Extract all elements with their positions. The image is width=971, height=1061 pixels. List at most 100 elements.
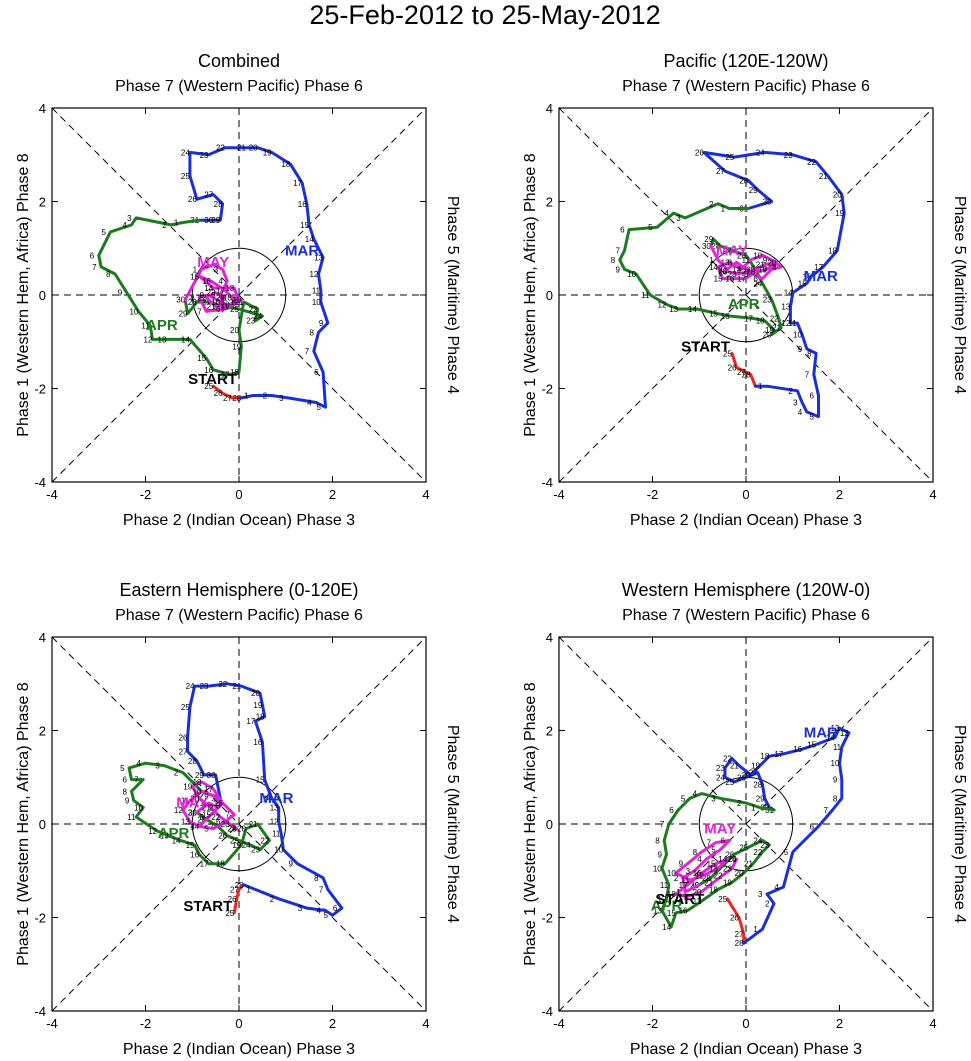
- month-label-may: MAY: [197, 254, 229, 271]
- day-label: 11: [641, 291, 650, 300]
- day-label: 29: [749, 186, 758, 195]
- panel-title: Eastern Hemisphere (0-120E): [119, 580, 358, 600]
- trajectory-may: [183, 263, 243, 313]
- y-tick-label: 4: [39, 630, 46, 645]
- day-label: 27: [230, 885, 239, 894]
- day-label: 28: [188, 757, 197, 766]
- day-label: 11: [272, 829, 281, 838]
- day-label: 2: [718, 265, 723, 274]
- day-label: 17: [200, 860, 209, 869]
- day-label: 2: [765, 899, 770, 908]
- month-label-mar: MAR: [804, 268, 838, 285]
- day-label: 4: [307, 399, 312, 408]
- day-label: 18: [756, 317, 765, 326]
- right-phase-label: Phase 5 (Maritime) Phase 4: [951, 196, 968, 394]
- day-label: 3: [214, 265, 219, 274]
- day-label: 20: [230, 326, 239, 335]
- trajectory-mar: [188, 146, 330, 409]
- day-label: 20: [767, 258, 776, 267]
- day-label: 23: [251, 846, 260, 855]
- day-label: 30: [204, 216, 213, 225]
- day-label: 16: [253, 738, 262, 747]
- month-label-may: MAY: [176, 795, 208, 812]
- panel-title: Combined: [198, 51, 280, 71]
- y-tick-label: -2: [541, 382, 553, 397]
- day-label: 4: [693, 790, 698, 799]
- trajectory-apr: [97, 216, 264, 376]
- day-label: 16: [190, 850, 199, 859]
- trajectory-feb: [725, 897, 746, 945]
- day-label: 3: [711, 794, 716, 803]
- day-label: 25: [216, 293, 225, 302]
- day-label: 20: [742, 771, 751, 780]
- y-tick-label: 4: [546, 630, 553, 645]
- day-label: 3: [676, 214, 681, 223]
- day-label: 25: [739, 843, 748, 852]
- day-label: 27: [723, 247, 732, 256]
- trajectory-mar: [186, 682, 344, 917]
- day-label: 8: [772, 263, 777, 272]
- day-label: 7: [805, 370, 810, 379]
- day-label: 13: [669, 305, 678, 314]
- day-label: 13: [721, 258, 730, 267]
- day-label: 24: [228, 825, 237, 834]
- y-tick-label: 2: [39, 724, 46, 739]
- day-label: 7: [763, 265, 768, 274]
- day-label: 23: [716, 764, 725, 773]
- day-label: 25: [204, 382, 213, 391]
- left-phase-label: Phase 1 (Western Hem, Africa) Phase 8: [15, 682, 32, 965]
- day-label: 6: [90, 251, 95, 260]
- day-label: 9: [200, 291, 205, 300]
- day-label: 13: [158, 335, 167, 344]
- day-label: 29: [704, 235, 713, 244]
- trajectory-feb: [211, 384, 243, 400]
- month-label-apr: APR: [146, 317, 178, 334]
- day-label: 28: [735, 939, 744, 948]
- day-label: 21: [207, 303, 216, 312]
- day-label: 5: [316, 403, 321, 412]
- bottom-phase-label: Phase 2 (Indian Ocean) Phase 3: [630, 512, 862, 529]
- x-tick-label: 2: [836, 1016, 843, 1031]
- day-label: 24: [718, 268, 727, 277]
- day-label: 4: [316, 906, 321, 915]
- day-label: 23: [763, 296, 772, 305]
- start-label: START: [188, 371, 237, 388]
- left-phase-label: Phase 1 (Western Hem, Africa) Phase 8: [522, 682, 539, 965]
- y-tick-label: 2: [39, 195, 46, 210]
- day-label: 19: [835, 209, 844, 218]
- day-label: 24: [242, 841, 251, 850]
- day-label: 15: [798, 279, 807, 288]
- month-label-mar: MAR: [804, 725, 838, 742]
- day-label: 6: [122, 776, 127, 785]
- trajectory-feb: [232, 883, 246, 915]
- day-label: 4: [774, 883, 779, 892]
- day-label: 28: [232, 394, 241, 403]
- day-label: 12: [695, 871, 704, 880]
- day-label: 27: [179, 748, 188, 757]
- day-label: 17: [246, 717, 255, 726]
- day-label: 25: [230, 836, 239, 845]
- day-label: 5: [204, 825, 209, 834]
- day-label: 27: [735, 930, 744, 939]
- day-label: 13: [270, 804, 279, 813]
- day-label: 22: [260, 836, 269, 845]
- day-label: 6: [620, 226, 625, 235]
- day-label: 20: [693, 888, 702, 897]
- day-label: 10: [831, 759, 840, 768]
- x-tick-label: 4: [422, 1016, 429, 1031]
- day-label: 16: [679, 906, 688, 915]
- day-label: 8: [122, 787, 127, 796]
- day-label: 24: [728, 855, 737, 864]
- day-label: 3: [155, 762, 160, 771]
- right-phase-label: Phase 5 (Maritime) Phase 4: [444, 725, 461, 923]
- day-label: 13: [831, 724, 840, 733]
- day-label: 15: [807, 741, 816, 750]
- day-label: 22: [216, 144, 225, 153]
- day-label: 24: [216, 293, 225, 302]
- day-label: 20: [833, 190, 842, 199]
- day-label: 13: [781, 303, 790, 312]
- right-phase-label: Phase 5 (Maritime) Phase 4: [444, 196, 461, 394]
- figure-title: 25-Feb-2012 to 25-May-2012: [309, 0, 660, 30]
- y-tick-label: 2: [546, 724, 553, 739]
- day-label: 15: [202, 811, 211, 820]
